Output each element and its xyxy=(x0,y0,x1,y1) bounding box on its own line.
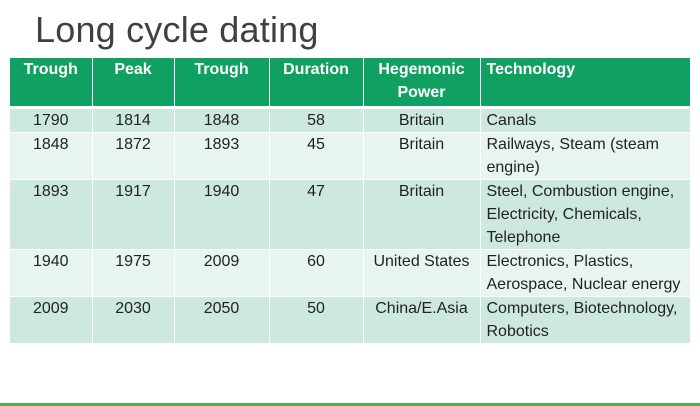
cell-duration: 60 xyxy=(269,248,364,296)
table-row: 1848 1872 1893 45 Britain Railways, Stea… xyxy=(10,131,690,179)
cell-trough-start: 1848 xyxy=(10,131,93,179)
cell-peak: 1975 xyxy=(92,248,175,296)
cell-trough-start: 1940 xyxy=(10,248,93,296)
cell-peak: 1872 xyxy=(92,131,175,179)
cell-hegemonic-power: United States xyxy=(363,248,481,296)
cell-peak: 2030 xyxy=(92,295,175,343)
cell-peak: 1917 xyxy=(92,178,175,249)
table-row: 2009 2030 2050 50 China/E.Asia Computers… xyxy=(10,295,690,343)
cell-trough-start: 1790 xyxy=(10,106,93,132)
cell-technology: Steel, Combustion engine, Electricity, C… xyxy=(480,178,690,249)
cell-technology: Electronics, Plastics, Aerospace, Nuclea… xyxy=(480,248,690,296)
long-cycle-table: Trough Peak Trough Duration Hegemonic Po… xyxy=(10,58,690,343)
cell-trough-start: 2009 xyxy=(10,295,93,343)
cell-hegemonic-power: Britain xyxy=(363,131,481,179)
table-row: 1940 1975 2009 60 United States Electron… xyxy=(10,248,690,296)
header-trough-start: Trough xyxy=(10,58,93,109)
cell-duration: 47 xyxy=(269,178,364,249)
header-peak: Peak xyxy=(92,58,175,109)
cell-duration: 58 xyxy=(269,106,364,132)
header-duration: Duration xyxy=(269,58,364,109)
header-hegemonic-power: Hegemonic Power xyxy=(363,58,481,109)
cell-peak: 1814 xyxy=(92,106,175,132)
cell-trough-end: 1893 xyxy=(174,131,270,179)
header-trough-end: Trough xyxy=(174,58,270,109)
cell-duration: 45 xyxy=(269,131,364,179)
table-row: 1790 1814 1848 58 Britain Canals xyxy=(10,106,690,132)
cell-trough-end: 1848 xyxy=(174,106,270,132)
cell-technology: Canals xyxy=(480,106,690,132)
cell-hegemonic-power: China/E.Asia xyxy=(363,295,481,343)
cell-technology: Computers, Biotechnology, Robotics xyxy=(480,295,690,343)
cell-hegemonic-power: Britain xyxy=(363,178,481,249)
cell-duration: 50 xyxy=(269,295,364,343)
cell-trough-start: 1893 xyxy=(10,178,93,249)
cell-trough-end: 2009 xyxy=(174,248,270,296)
slide-title: Long cycle dating xyxy=(35,9,319,50)
cell-technology: Railways, Steam (steam engine) xyxy=(480,131,690,179)
table-header-row: Trough Peak Trough Duration Hegemonic Po… xyxy=(10,58,690,109)
cell-trough-end: 2050 xyxy=(174,295,270,343)
table-row: 1893 1917 1940 47 Britain Steel, Combust… xyxy=(10,178,690,249)
cell-hegemonic-power: Britain xyxy=(363,106,481,132)
header-technology: Technology xyxy=(480,58,690,109)
cell-trough-end: 1940 xyxy=(174,178,270,249)
bottom-accent-line xyxy=(0,403,700,406)
